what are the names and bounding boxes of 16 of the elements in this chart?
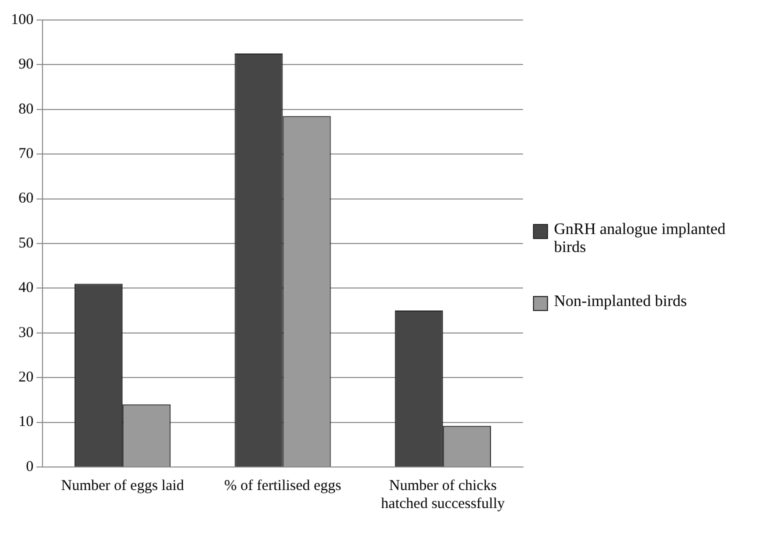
y-tick-label: 20 bbox=[18, 370, 34, 386]
legend-label: GnRH analogue implanted birds bbox=[554, 220, 727, 256]
x-tick-label: Number of chicks hatched successfully bbox=[381, 478, 506, 512]
y-tick-label: 40 bbox=[18, 280, 34, 296]
y-tick-label: 30 bbox=[18, 324, 34, 341]
y-tick-label: 100 bbox=[11, 12, 34, 28]
x-tick-label: % of fertilised eggs bbox=[224, 478, 342, 494]
y-tick-label: 10 bbox=[18, 414, 34, 430]
y-tick-label: 0 bbox=[26, 458, 34, 475]
y-tick-label: 80 bbox=[18, 101, 34, 118]
y-tick-label: 90 bbox=[18, 56, 34, 73]
y-tick-label: 60 bbox=[18, 190, 34, 207]
legend-label: Non-implanted birds bbox=[554, 292, 687, 310]
y-tick-label: 50 bbox=[18, 235, 34, 252]
y-tick-label: 70 bbox=[18, 146, 34, 162]
x-tick-label: Number of eggs laid bbox=[61, 478, 185, 494]
